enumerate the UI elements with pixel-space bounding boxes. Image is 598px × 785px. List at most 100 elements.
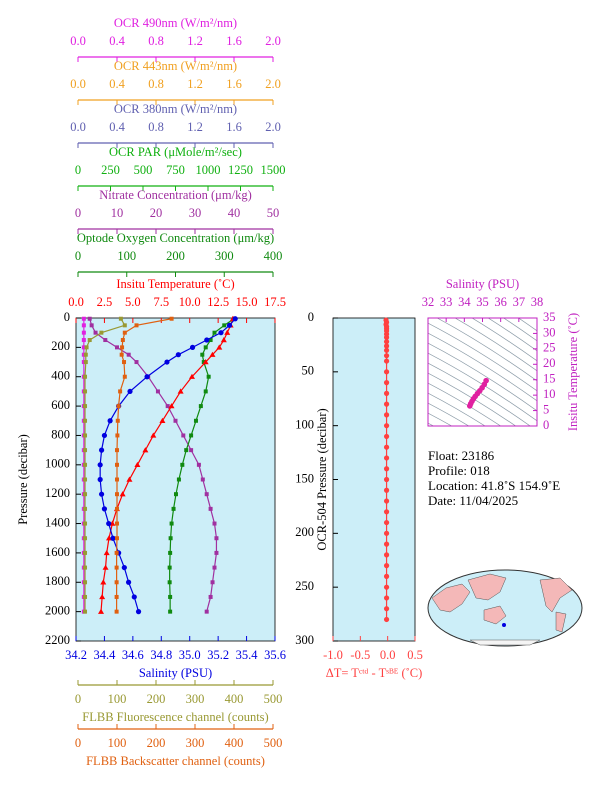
data-point [127,388,133,395]
x-tick-label: 0.4 [109,77,125,91]
data-point [83,433,88,438]
data-point [383,380,390,386]
data-point [383,487,390,493]
data-point [177,388,184,394]
data-point [204,609,209,614]
data-point [126,352,131,357]
density-contour [428,402,470,426]
data-point [83,418,88,423]
data-point [383,347,390,353]
data-point [202,359,209,365]
data-point [383,519,390,526]
density-contour [517,318,537,332]
data-point [115,521,119,526]
x-tick-label: 2.0 [265,34,281,48]
data-point [126,476,133,482]
data-point [114,565,119,570]
y-tick-label: 0 [308,310,314,324]
y-tick-label: 1400 [45,515,70,529]
data-point [83,360,88,365]
data-point [214,550,219,555]
x-tick-label: 40 [228,206,241,220]
data-point [83,374,88,379]
data-point [383,573,390,580]
y-tick-label: 1600 [45,545,70,559]
x-tick-label: 300 [186,736,205,750]
axis-title: Optode Oxygen Concentration (μm/kg) [77,231,274,245]
data-point [181,433,186,438]
x-tick-label: 100 [108,736,127,750]
data-point [100,579,107,585]
x-tick-label: 300 [215,249,234,263]
data-point [208,338,213,343]
data-point [115,462,119,467]
data-point [204,337,210,343]
data-point [224,329,231,335]
y-tick-label: 10 [543,387,556,401]
data-point [383,616,390,623]
data-point [122,374,127,379]
data-point [83,389,88,394]
data-point [83,462,88,467]
data-point [84,345,89,350]
y-tick-label: 15 [543,372,556,386]
data-point [226,322,233,328]
x-tick-label: 1.6 [226,77,242,91]
x-tick-label: 400 [225,692,244,706]
data-point [164,359,170,365]
data-point [120,338,125,343]
data-point [122,360,127,365]
density-contour [436,318,537,382]
data-point [134,360,139,365]
x-tick-label: 0.8 [148,34,164,48]
data-point [98,608,105,614]
axis-title: OCR 380nm (W/m²/nm) [114,102,237,116]
density-contour [428,392,486,426]
density-contour [503,318,537,342]
data-point [101,506,108,512]
data-point [196,462,201,467]
data-point [383,466,390,472]
data-point [115,477,119,482]
x-tick-label: 500 [264,692,283,706]
data-point [103,338,108,343]
world-map [427,569,583,647]
plot-background [75,317,276,642]
data-point [119,491,126,497]
axis-title: ΔT= Tᶜᵗᵈ - Tˢᴮᴱ (˚C) [326,666,423,680]
y-tick-label: 150 [295,471,314,485]
x-tick-label: 10 [111,206,124,220]
density-contour [428,422,435,426]
x-tick-label: 1.2 [187,120,203,134]
y-tick-label: 100 [295,418,314,432]
y-tick-label: 0 [543,418,549,432]
y-tick-label: 300 [295,633,314,647]
data-point [167,580,172,585]
data-point [114,609,119,614]
data-point [383,595,390,601]
x-tick-label: 10.0 [179,295,201,309]
data-point [150,432,157,438]
x-tick-label: 30 [189,206,202,220]
x-axis-title: Salinity (PSU) [446,277,519,291]
data-point [83,404,88,409]
axis-title: OCR 443nm (W/m²/nm) [114,59,237,73]
data-point [83,492,88,497]
data-point [83,550,88,555]
x-tick-label: 37 [513,295,526,309]
x-tick-label: 0.0 [70,34,86,48]
data-point [115,492,119,497]
data-point [204,492,209,497]
data-point [165,404,170,409]
y-tick-label: 20 [543,356,556,370]
data-point [169,316,174,321]
data-point [383,369,390,375]
x-tick-label: 200 [166,249,185,263]
data-point [81,316,86,321]
data-point [383,401,390,407]
data-point [214,536,219,541]
x-tick-label: 0.0 [70,77,86,91]
data-point [167,565,172,570]
x-tick-label: 500 [264,736,283,750]
